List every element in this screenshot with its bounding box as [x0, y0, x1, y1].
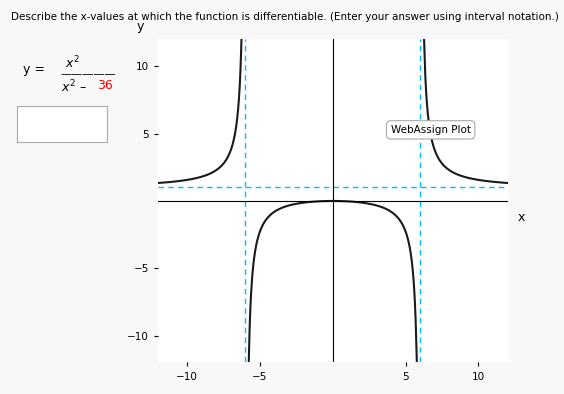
Text: $x^2$: $x^2$ [65, 55, 80, 72]
Text: $x^2$ –: $x^2$ – [61, 79, 87, 95]
Text: Describe the x-values at which the function is differentiable. (Enter your answe: Describe the x-values at which the funct… [11, 12, 559, 22]
Text: 36: 36 [97, 79, 113, 92]
Text: WebAssign Plot: WebAssign Plot [391, 125, 471, 135]
X-axis label: x: x [518, 211, 525, 224]
Text: y =: y = [23, 63, 45, 76]
Text: —————: ————— [61, 69, 117, 79]
Y-axis label: y: y [136, 20, 144, 33]
